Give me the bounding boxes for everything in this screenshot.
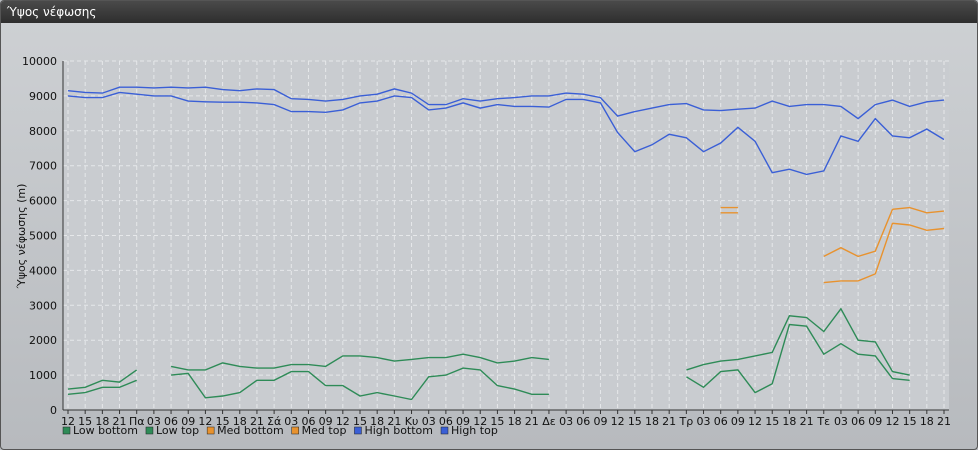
y-tick-label: 7000	[29, 160, 57, 173]
y-tick-label: 9000	[29, 90, 57, 103]
series-line-med-top	[823, 206, 945, 258]
legend-item: Low top	[145, 424, 199, 437]
series-line-low-bottom	[171, 367, 549, 401]
x-tick-label: 06	[301, 415, 315, 428]
x-tick-label: 12	[61, 415, 75, 428]
series-line-low-bottom	[67, 379, 137, 395]
series-line-low-top	[67, 369, 138, 390]
axes: 0 1000 2000 3000 4000 5000 6000 7000 8000 9000 100…	[22, 55, 951, 428]
x-tick-label: 12	[473, 415, 487, 428]
x-tick-label: Πα	[129, 415, 145, 428]
legend-item: Med top	[291, 424, 347, 437]
x-tick-label: 09	[181, 415, 195, 428]
legend-label: Low bottom	[73, 424, 138, 437]
x-tick-label: 18	[370, 415, 384, 428]
x-tick-label: Σά	[267, 415, 281, 428]
x-tick-label: 12	[885, 415, 899, 428]
x-tick-label: 15	[628, 415, 642, 428]
legend-label: Low top	[156, 424, 199, 437]
legend-label: Med top	[302, 424, 347, 437]
x-tick-label: 15	[78, 415, 92, 428]
legend-swatch	[291, 426, 299, 435]
y-tick-label: 10000	[22, 55, 57, 68]
x-tick-label: 12	[611, 415, 625, 428]
y-tick-label: 2000	[29, 334, 57, 347]
x-tick-label: 06	[164, 415, 178, 428]
y-tick-label: 8000	[29, 125, 57, 138]
legend-swatch	[206, 426, 215, 435]
x-tick-label: 21	[387, 415, 401, 428]
series-line-low-top	[686, 307, 910, 376]
y-tick-label: 6000	[29, 195, 57, 208]
legend-swatch	[62, 426, 71, 435]
x-tick-label: 12	[748, 415, 762, 428]
x-tick-label: 18	[233, 415, 247, 428]
y-tick-label: 1000	[29, 369, 57, 382]
x-tick-label: 15	[903, 415, 917, 428]
legend: Low bottom Low top Med bottom Med top High b…	[62, 424, 498, 437]
x-tick-label: 06	[439, 415, 453, 428]
legend-label: Med bottom	[217, 424, 284, 437]
x-tick-label: 21	[800, 415, 814, 428]
legend-swatch	[354, 426, 362, 435]
x-tick-label: 21	[937, 415, 951, 428]
window-title: Ύψος νέφωσης	[1, 1, 977, 23]
y-tick-label: 4000	[29, 264, 57, 277]
x-tick-label: 18	[645, 415, 659, 428]
x-tick-label: 18	[95, 415, 109, 428]
x-tick-label: 12	[198, 415, 212, 428]
x-tick-label: 15	[765, 415, 779, 428]
x-tick-label: 06	[851, 415, 865, 428]
x-tick-label: 21	[250, 415, 264, 428]
x-tick-label: 09	[731, 415, 745, 428]
x-tick-label: 03	[147, 415, 161, 428]
x-tick-label: 15	[353, 415, 367, 428]
x-tick-label: Τρ	[679, 415, 694, 428]
y-tick-label: 3000	[29, 299, 57, 312]
series-line-high-bottom	[67, 91, 945, 176]
legend-label: High bottom	[364, 424, 433, 437]
x-tick-label: 03	[559, 415, 573, 428]
x-tick-label: 03	[834, 415, 848, 428]
x-tick-label: 03	[422, 415, 436, 428]
x-tick-label: 15	[490, 415, 504, 428]
x-tick-label: Τε	[816, 415, 830, 428]
series-lines	[67, 86, 945, 401]
x-tick-label: 06	[714, 415, 728, 428]
series-line-low-top	[170, 353, 549, 371]
legend-item: High bottom	[354, 424, 433, 437]
x-tick-label: 09	[456, 415, 470, 428]
x-tick-label: 21	[525, 415, 539, 428]
x-tick-label: Δε	[542, 415, 556, 428]
y-tick-label: 5000	[29, 230, 57, 243]
x-tick-label: 18	[920, 415, 934, 428]
series-line-low-bottom	[686, 323, 910, 394]
legend-item: Med bottom	[206, 424, 284, 437]
x-tick-label: 09	[319, 415, 333, 428]
x-tick-label: 03	[284, 415, 298, 428]
series-line-high-top	[67, 86, 945, 120]
x-tick-label: 03	[697, 415, 711, 428]
x-tick-label: 09	[593, 415, 607, 428]
x-tick-label: 18	[508, 415, 522, 428]
legend-item: High top	[440, 424, 498, 437]
x-tick-label: 21	[662, 415, 676, 428]
series-line-med-bottom	[823, 222, 945, 284]
legend-swatch	[145, 426, 154, 435]
x-tick-label: 21	[113, 415, 127, 428]
x-tick-label: 12	[336, 415, 350, 428]
x-tick-label: 09	[868, 415, 882, 428]
x-tick-label: Κυ	[405, 415, 419, 428]
x-tick-label: 06	[576, 415, 590, 428]
y-tick-label: 0	[50, 404, 57, 417]
y-axis-label: Ύψος νέφωσης (m)	[15, 184, 28, 290]
grid	[63, 60, 949, 411]
legend-label: High top	[451, 424, 498, 437]
x-tick-label: 15	[216, 415, 230, 428]
x-tick-label: 18	[782, 415, 796, 428]
legend-swatch	[440, 426, 449, 435]
legend-item: Low bottom	[62, 424, 138, 437]
